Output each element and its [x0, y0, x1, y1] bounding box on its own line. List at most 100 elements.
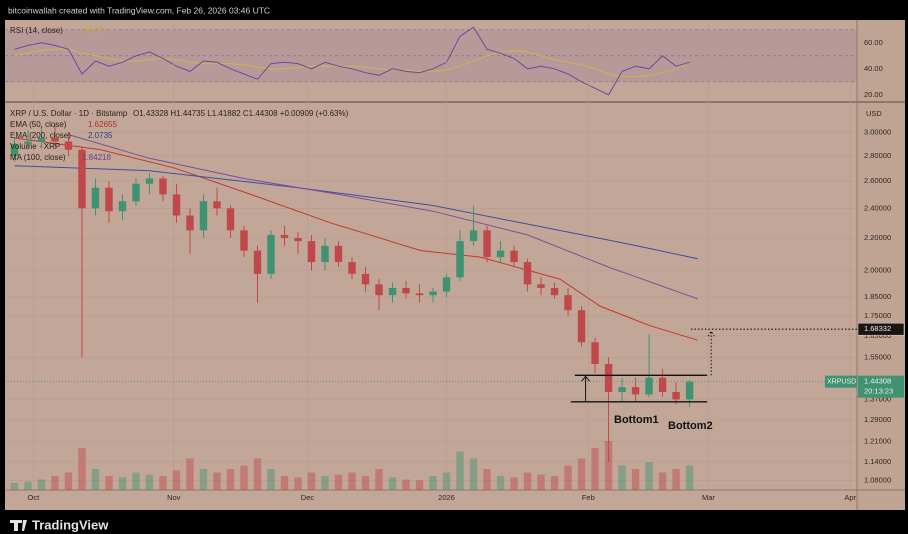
candle-body	[631, 387, 640, 395]
price-pane: 3.00000 2.80000 2.60000 2.40000 2.20000 2.000…	[5, 22, 891, 502]
volume-bar	[132, 472, 140, 490]
range-arrow	[581, 375, 590, 402]
rsi-legend: RSI (14, close)	[10, 26, 63, 35]
y-tick-label: 1.29000	[864, 415, 891, 424]
candle-body	[91, 187, 100, 209]
volume-bar	[91, 469, 100, 490]
rsi-tick-label: 60.00	[864, 38, 883, 47]
symbol-tag-text: XRPUSD	[827, 379, 856, 386]
volume-bar	[604, 441, 613, 490]
candle-body	[483, 230, 491, 258]
candle-body	[213, 201, 221, 209]
ma-line	[68, 134, 698, 300]
rsi-ma-line	[14, 48, 690, 78]
candle-body	[523, 262, 532, 285]
ema50-legend-value: 1.62655	[88, 120, 117, 129]
y-tick-label: 1.21000	[864, 437, 891, 446]
target-arrow	[707, 330, 715, 376]
candle-body	[199, 201, 208, 231]
candle-body	[307, 241, 316, 263]
y-tick-label: 1.14000	[864, 457, 891, 466]
volume-bar	[388, 477, 397, 490]
volume-bar	[253, 458, 262, 490]
candle-body	[564, 295, 572, 311]
volume-bar	[658, 472, 667, 490]
x-tick-label: Nov	[167, 493, 181, 502]
countdown-text: 20:13:23	[864, 387, 893, 396]
volume-bar	[361, 476, 370, 490]
volume-bar	[10, 483, 19, 490]
candle-body	[537, 284, 545, 288]
y-tick-label: 1.75000	[864, 311, 891, 320]
candle-body	[321, 245, 329, 263]
volume-bar	[294, 477, 302, 490]
y-tick-label: 2.00000	[864, 265, 891, 274]
y-tick-label: 2.60000	[864, 176, 891, 185]
candle-body	[24, 141, 32, 144]
rsi-line	[14, 26, 690, 96]
volume-bar	[672, 469, 680, 490]
x-tick-label: Mar	[702, 493, 715, 502]
y-tick-label: 1.55000	[864, 352, 891, 361]
candle-body	[469, 230, 478, 242]
candle-body	[456, 241, 464, 278]
candle-body	[172, 194, 181, 216]
volume-bar	[523, 472, 532, 490]
annotation: Bottom1	[614, 414, 659, 426]
volume-bar	[577, 458, 586, 490]
volume-bar	[307, 472, 316, 490]
candle-body	[429, 291, 437, 296]
candle-body	[604, 363, 613, 392]
y-tick-label: 1.37000	[864, 394, 891, 403]
annotation: Bottom2	[668, 420, 713, 432]
candle-body	[253, 250, 262, 274]
price-tag-text: 1.44308	[864, 377, 891, 386]
y-tick-label: 1.85000	[864, 292, 891, 301]
volume-bar	[172, 470, 181, 490]
volume-bar	[591, 448, 599, 490]
volume-bar	[334, 474, 343, 490]
price-tag	[858, 375, 904, 398]
candle-body	[375, 284, 383, 296]
target-tag	[857, 322, 905, 336]
volume-bar	[37, 479, 46, 490]
volume-bar	[402, 479, 410, 490]
ma-line	[14, 137, 698, 341]
overlay: RSI (14, close) 45.00 XRP / U.S. Dollar …	[10, 26, 905, 432]
ohlc-legend: O1.43328 H1.44735 L1.41882 C1.44308 +0.0…	[133, 109, 349, 118]
symbol-tag	[825, 375, 857, 388]
volume-bar	[631, 469, 640, 490]
x-tick-label: Dec	[301, 493, 315, 502]
volume-bar	[483, 469, 491, 490]
volume-bar	[145, 474, 154, 490]
volume-bar	[159, 476, 167, 490]
volume-bar	[24, 481, 32, 490]
y-tick-label: 2.80000	[864, 151, 891, 160]
y-tick-label: 2.20000	[864, 233, 891, 242]
ema200-legend-value: 2.0735	[88, 131, 113, 140]
volume-bar	[321, 476, 329, 490]
x-tick-label: Feb	[582, 493, 595, 502]
candle-body	[118, 201, 127, 212]
ema200-legend: EMA (200, close)	[10, 131, 71, 140]
candle-body	[415, 293, 424, 296]
y-tick-label: 3.00000	[864, 127, 891, 136]
y-tick-label: 1.65000	[864, 331, 891, 340]
candle-body	[78, 149, 86, 209]
candle-body	[685, 381, 694, 400]
candle-body	[591, 342, 599, 364]
candle-body	[105, 187, 113, 212]
candle-body	[510, 250, 518, 263]
ema50-legend: EMA (50, close)	[10, 120, 67, 129]
volume-bar	[240, 465, 248, 490]
candle-body	[10, 143, 19, 156]
candle-body	[348, 262, 356, 274]
candle-body	[388, 287, 397, 296]
volume-bar	[429, 476, 437, 490]
candle-body	[496, 250, 505, 258]
rsi-tick-label: 20.00	[864, 90, 883, 99]
volume-bar	[78, 448, 86, 490]
volume-bar	[213, 472, 221, 490]
candle-body	[334, 245, 343, 263]
